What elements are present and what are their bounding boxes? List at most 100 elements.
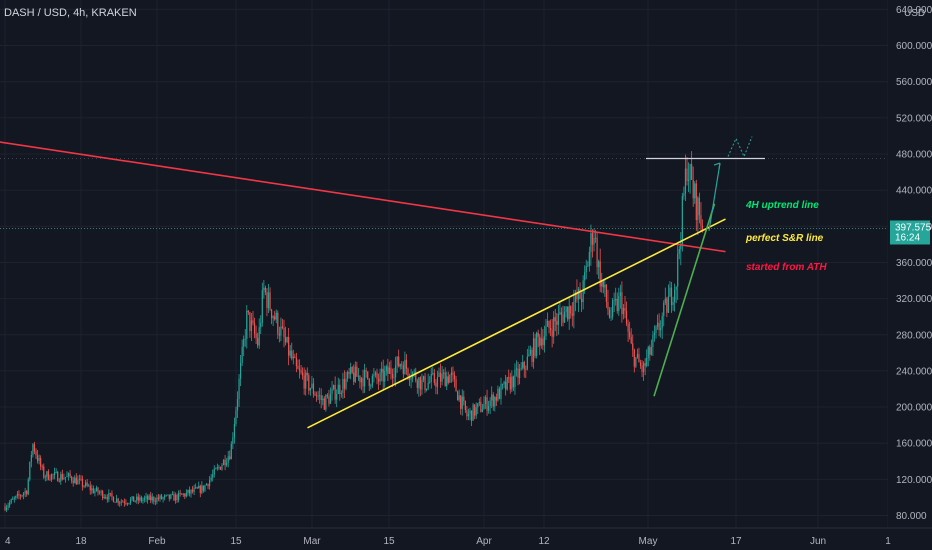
- last-price-value: 397.575: [895, 222, 932, 233]
- candle-body: [605, 284, 607, 302]
- candle-body: [134, 500, 136, 502]
- candle-body: [193, 488, 195, 492]
- candle-body: [288, 337, 290, 356]
- candle-body: [150, 495, 152, 501]
- candle-body: [388, 367, 390, 374]
- candle-body: [371, 375, 373, 386]
- candle-body: [370, 385, 372, 387]
- candle-body: [154, 501, 156, 502]
- candle-body: [526, 356, 528, 370]
- candle-body: [36, 455, 39, 461]
- candle-body: [122, 501, 124, 503]
- candle-body: [529, 349, 532, 355]
- candle-body: [395, 365, 397, 378]
- candle-body: [694, 183, 696, 199]
- candle-body: [585, 266, 587, 273]
- candle-body: [147, 496, 149, 500]
- candle-body: [303, 375, 305, 389]
- candle-body: [677, 253, 679, 287]
- candle-body: [97, 487, 99, 493]
- candle-body: [162, 497, 164, 499]
- time-axis[interactable]: 4 18 Feb 15 Mar 15 Apr 12 May 17 Jun 1: [0, 527, 932, 547]
- candle-body: [658, 322, 660, 331]
- price-tick-label: 200.000: [896, 403, 932, 414]
- candle-body: [534, 338, 536, 356]
- candle-body: [447, 376, 449, 383]
- price-tick-label: 280.000: [896, 330, 932, 341]
- candle-body: [78, 478, 80, 480]
- candle-body: [656, 322, 659, 327]
- candle-body: [554, 317, 556, 322]
- candle-body: [601, 280, 603, 287]
- candle-body: [525, 369, 527, 370]
- candle-body: [470, 410, 473, 421]
- candle-body: [556, 321, 558, 325]
- candle-body: [125, 502, 127, 504]
- candle-body: [384, 371, 386, 382]
- price-axis[interactable]: 80.000 120.000 160.000 200.000 240.000 280.00…: [888, 0, 932, 550]
- grid: [0, 0, 889, 528]
- candle-body: [24, 491, 26, 494]
- candle-body: [317, 395, 319, 397]
- candle-body: [362, 378, 364, 387]
- candle-body: [666, 298, 668, 313]
- candle-body: [55, 471, 57, 473]
- candle-body: [612, 300, 614, 317]
- candle-body: [622, 307, 625, 315]
- projection-arrow: [708, 162, 721, 231]
- candle-body: [131, 496, 133, 500]
- candle-body: [85, 482, 87, 486]
- candle-body: [636, 354, 638, 358]
- time-tick-label: Apr: [476, 536, 492, 547]
- candle-body: [624, 307, 626, 311]
- candle-body: [630, 337, 632, 344]
- candle-body: [312, 383, 315, 394]
- candle-body: [687, 179, 690, 182]
- candle-body: [593, 237, 595, 245]
- candle-body: [300, 370, 302, 373]
- candle-body: [263, 287, 265, 291]
- candle-body: [243, 339, 245, 347]
- candle-body: [539, 336, 541, 346]
- candle-body: [71, 476, 73, 481]
- candle-body: [698, 197, 700, 216]
- candle-body: [681, 196, 683, 244]
- candle-body: [483, 403, 485, 410]
- candle-body: [311, 383, 313, 389]
- candle-body: [275, 312, 277, 320]
- candle-body: [376, 372, 378, 379]
- candle-body: [44, 476, 46, 478]
- candle-body: [429, 381, 431, 383]
- candle-body: [669, 287, 671, 297]
- candle-body: [613, 300, 615, 302]
- candle-body: [315, 395, 318, 397]
- candle-body: [684, 168, 687, 194]
- candle-body: [639, 362, 642, 366]
- time-tick-label: Mar: [303, 536, 321, 547]
- candle-body: [427, 382, 429, 389]
- candle-body: [133, 496, 135, 502]
- candle-body: [46, 471, 48, 477]
- candle-body: [328, 396, 330, 404]
- candle-body: [112, 496, 115, 503]
- candle-body: [333, 385, 335, 389]
- candle-body: [302, 372, 304, 376]
- candle-body: [38, 458, 40, 461]
- candle-body: [230, 443, 232, 460]
- candle-body: [551, 330, 553, 337]
- candle-body: [271, 309, 273, 319]
- candle-body: [58, 481, 60, 482]
- candle-body: [652, 335, 654, 348]
- candle-body: [119, 502, 121, 504]
- candle-body: [198, 485, 200, 489]
- time-tick-label: 15: [383, 536, 395, 547]
- candle-body: [646, 357, 648, 366]
- candle-body: [209, 480, 211, 487]
- candle-body: [689, 164, 691, 180]
- candle-body: [309, 388, 311, 391]
- candle-body: [346, 372, 349, 379]
- candle-body: [450, 372, 452, 376]
- candle-body: [250, 320, 253, 332]
- candle-body: [102, 491, 104, 499]
